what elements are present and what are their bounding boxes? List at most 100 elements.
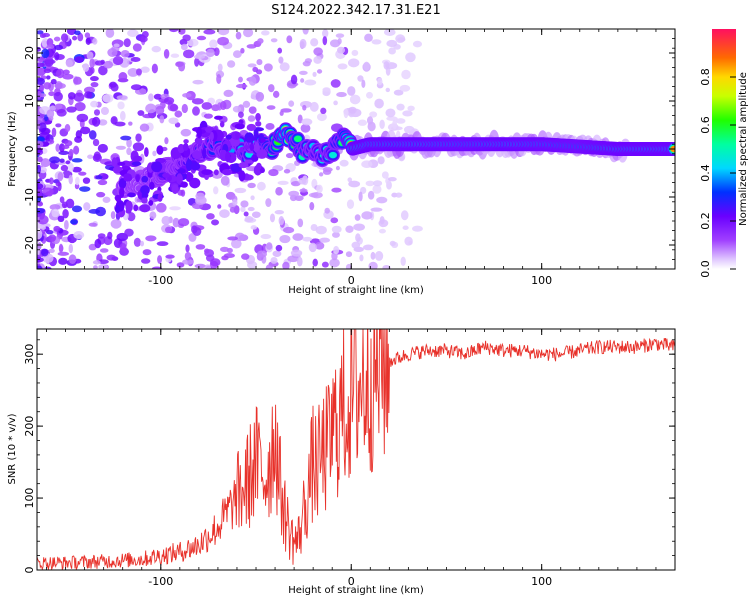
spectrogram-cluster-cell <box>176 173 183 185</box>
spectrogram-noise-cell <box>332 231 340 238</box>
spectrogram-noise-cell <box>257 38 264 44</box>
spectrogram-noise-cell <box>395 192 403 198</box>
spectrogram-noise-cell <box>66 106 77 113</box>
spectrogram-noise-cell <box>82 177 91 184</box>
spectrogram-noise-cell <box>339 159 349 167</box>
spectrogram-noise-cell <box>145 235 157 242</box>
spectrogram-noise-cell <box>277 47 283 54</box>
spectrogram-noise-cell <box>379 119 385 130</box>
spectrogram-cluster-cell <box>127 192 136 198</box>
spectrogram-noise-cell <box>65 198 75 209</box>
spectrogram-noise-cell <box>39 166 47 174</box>
spectrogram-noise-cell <box>396 130 401 139</box>
spectrogram-cluster-cell <box>256 149 268 159</box>
spectrogram-noise-cell <box>51 208 60 218</box>
spectrogram-noise-cell <box>39 33 47 38</box>
spectrogram-noise-cell <box>195 244 206 250</box>
spectrogram-noise-cell <box>89 58 95 69</box>
spectrogram-cluster-cell <box>180 181 188 188</box>
spectrogram-cluster-cell <box>189 177 201 189</box>
spectrogram-noise-cell <box>165 254 175 259</box>
spectrogram-noise-cell <box>37 30 44 35</box>
spectrogram-cluster-cell <box>141 197 148 204</box>
spectrogram-noise-cell <box>345 263 353 269</box>
spectrogram-noise-cell <box>343 108 349 119</box>
colorbar-tick-label: 0.8 <box>699 68 712 86</box>
spectrogram-noise-cell <box>116 95 128 100</box>
spectrogram-noise-cell <box>71 166 82 173</box>
spectrogram-noise-cell <box>55 68 65 79</box>
spectrogram-noise-cell <box>101 173 109 180</box>
spectrogram-noise-cell <box>227 60 236 68</box>
spectrogram-ridge-cell <box>328 151 337 159</box>
spectrogram-noise-cell <box>229 206 236 213</box>
spectrogram-noise-cell <box>288 190 300 197</box>
spectrogram-noise-cell <box>177 189 184 196</box>
spectrogram-y-tick-label: 0 <box>23 146 36 153</box>
spectrogram-noise-cell <box>43 266 52 269</box>
spectrogram-noise-cell <box>117 101 125 110</box>
spectrogram-noise-cell <box>169 29 179 33</box>
spectrogram-cluster-cell <box>157 193 163 202</box>
spectrogram-noise-cell <box>365 180 375 187</box>
spectrogram-cluster-cell <box>196 126 202 139</box>
spectrogram-noise-cell <box>84 32 91 39</box>
spectrogram-noise-cell <box>153 93 163 100</box>
spectrogram-noise-cell <box>201 102 213 110</box>
spectrogram-noise-cell <box>243 211 249 217</box>
spectrogram-noise-cell <box>353 223 365 231</box>
spectrogram-noise-cell <box>280 108 292 113</box>
spectrogram-noise-cell <box>324 207 330 214</box>
spectrogram-noise-cell <box>292 233 304 241</box>
spectrogram-noise-cell <box>232 50 242 59</box>
spectrogram-noise-cell <box>141 258 151 264</box>
spectrogram-noise-cell <box>95 206 107 217</box>
spectrogram-noise-cell <box>346 199 355 209</box>
spectrogram-noise-cell <box>351 241 361 249</box>
spectrogram-cluster-cell <box>183 139 189 144</box>
spectrogram-noise-cell <box>272 90 280 98</box>
spectrogram-noise-cell <box>250 225 258 230</box>
snr-x-label: Height of straight line (km) <box>288 585 424 596</box>
spectrogram-noise-cell <box>247 63 257 68</box>
spectrogram-noise-cell <box>68 148 74 157</box>
colorbar-tick-label: 0.6 <box>699 116 712 134</box>
spectrogram-noise-cell <box>139 123 150 132</box>
spectrogram-noise-cell <box>363 61 370 71</box>
spectrogram-noise-cell <box>268 168 279 177</box>
spectrogram-noise-cell <box>135 133 142 142</box>
spectrogram-noise-cell <box>140 66 150 73</box>
spectrogram-noise-cell <box>386 116 398 121</box>
spectrogram-noise-cell <box>240 47 245 54</box>
spectrogram-noise-cell <box>241 253 250 260</box>
spectrogram-noise-cell <box>37 201 44 207</box>
spectrogram-noise-cell <box>123 38 131 48</box>
spectrogram-noise-cell <box>370 251 376 260</box>
spectrogram-noise-cell <box>90 100 99 108</box>
spectrogram-noise-cell <box>114 121 126 127</box>
spectrogram-noise-cell <box>393 89 404 96</box>
spectrogram-noise-cell <box>48 248 55 253</box>
spectrogram-noise-cell <box>93 109 101 116</box>
spectrogram-cluster-cell <box>243 145 250 150</box>
spectrogram-noise-cell <box>374 251 384 261</box>
spectrogram-noise-cell <box>240 206 246 213</box>
spectrogram-x-label: Height of straight line (km) <box>288 285 424 296</box>
spectrogram-noise-cell <box>182 34 191 42</box>
snr-y-tick-label: 300 <box>23 344 36 365</box>
spectrogram-noise-cell <box>405 52 416 63</box>
snr-x-tick-label: -100 <box>148 575 173 588</box>
spectrogram-noise-cell <box>73 92 85 102</box>
spectrogram-noise-cell <box>178 218 190 227</box>
spectrogram-noise-cell <box>331 225 342 234</box>
spectrogram-noise-cell <box>140 240 145 247</box>
spectrogram-noise-cell <box>248 106 257 114</box>
spectrogram-cluster-cell <box>256 162 262 170</box>
spectrogram-noise-cell <box>169 103 179 112</box>
spectrogram-cluster-cell <box>121 165 129 170</box>
spectrogram-noise-cell <box>50 78 57 85</box>
spectrogram-cluster-cell <box>246 136 257 142</box>
spectrogram-cluster-cell <box>118 178 127 189</box>
spectrogram-y-tick-label: 20 <box>23 46 36 60</box>
